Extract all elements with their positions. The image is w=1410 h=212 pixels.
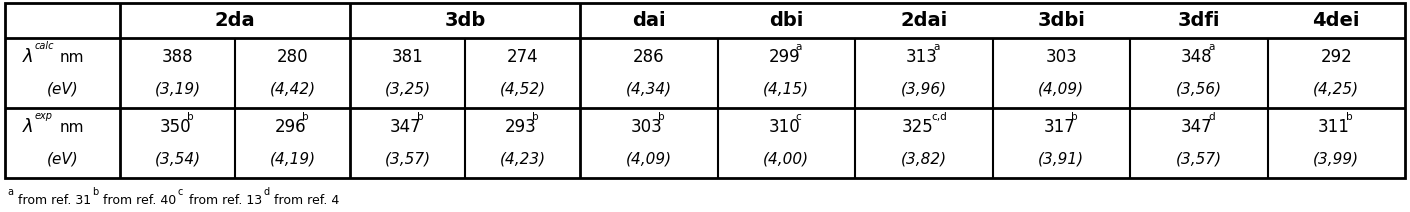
Text: 3db: 3db — [444, 11, 485, 30]
Text: b: b — [93, 187, 99, 197]
Text: (3,91): (3,91) — [1038, 152, 1084, 166]
Text: $\lambda$: $\lambda$ — [23, 48, 34, 66]
Text: 311: 311 — [1318, 118, 1349, 136]
Text: 3dfi: 3dfi — [1177, 11, 1220, 30]
Text: 2dai: 2dai — [900, 11, 948, 30]
Text: nm: nm — [61, 49, 85, 64]
Text: 313: 313 — [905, 48, 938, 66]
Text: 388: 388 — [162, 48, 193, 66]
Text: from ref. 40: from ref. 40 — [99, 194, 180, 206]
Text: 350: 350 — [159, 118, 192, 136]
Text: (eV): (eV) — [47, 152, 79, 166]
Text: calc: calc — [35, 41, 55, 51]
Text: (3,25): (3,25) — [385, 81, 430, 96]
Text: (3,57): (3,57) — [385, 152, 430, 166]
Text: c: c — [795, 112, 801, 122]
Text: a: a — [1208, 42, 1214, 52]
Text: c,d: c,d — [932, 112, 948, 122]
Text: b: b — [1070, 112, 1077, 122]
Text: b: b — [302, 112, 309, 122]
Text: b: b — [658, 112, 666, 122]
Bar — [6, 3, 1404, 178]
Text: 347: 347 — [389, 118, 422, 136]
Text: b: b — [188, 112, 193, 122]
Text: 317: 317 — [1043, 118, 1074, 136]
Text: a: a — [795, 42, 802, 52]
Text: c: c — [178, 187, 183, 197]
Text: (4,25): (4,25) — [1313, 81, 1359, 96]
Text: (3,56): (3,56) — [1176, 81, 1222, 96]
Text: 303: 303 — [1045, 48, 1077, 66]
Text: 2da: 2da — [214, 11, 255, 30]
Text: from ref. 4: from ref. 4 — [271, 194, 340, 206]
Text: (4,34): (4,34) — [626, 81, 671, 96]
Text: a: a — [7, 187, 13, 197]
Text: (4,09): (4,09) — [1038, 81, 1084, 96]
Text: 292: 292 — [1320, 48, 1352, 66]
Text: d: d — [264, 187, 269, 197]
Text: (3,96): (3,96) — [901, 81, 946, 96]
Text: (4,15): (4,15) — [763, 81, 809, 96]
Text: d: d — [1208, 112, 1215, 122]
Text: (3,54): (3,54) — [155, 152, 200, 166]
Text: 4dei: 4dei — [1313, 11, 1361, 30]
Text: 325: 325 — [901, 118, 933, 136]
Text: (4,52): (4,52) — [499, 81, 546, 96]
Text: 286: 286 — [633, 48, 664, 66]
Text: (4,00): (4,00) — [763, 152, 809, 166]
Text: from ref. 31: from ref. 31 — [14, 194, 94, 206]
Text: b: b — [532, 112, 539, 122]
Text: b: b — [1345, 112, 1352, 122]
Text: (4,42): (4,42) — [269, 81, 316, 96]
Text: 381: 381 — [392, 48, 423, 66]
Text: 310: 310 — [768, 118, 799, 136]
Text: (4,19): (4,19) — [269, 152, 316, 166]
Text: (eV): (eV) — [47, 81, 79, 96]
Text: from ref. 13: from ref. 13 — [185, 194, 266, 206]
Text: a: a — [933, 42, 939, 52]
Text: 296: 296 — [275, 118, 306, 136]
Text: 347: 347 — [1180, 118, 1213, 136]
Text: (4,09): (4,09) — [626, 152, 671, 166]
Text: nm: nm — [61, 120, 85, 134]
Text: 299: 299 — [768, 48, 799, 66]
Text: 274: 274 — [506, 48, 539, 66]
Text: 348: 348 — [1180, 48, 1213, 66]
Text: (3,57): (3,57) — [1176, 152, 1222, 166]
Text: $\lambda$: $\lambda$ — [23, 118, 34, 136]
Text: 293: 293 — [505, 118, 536, 136]
Text: dbi: dbi — [768, 11, 804, 30]
Text: dai: dai — [632, 11, 666, 30]
Text: (4,23): (4,23) — [499, 152, 546, 166]
Text: 3dbi: 3dbi — [1038, 11, 1086, 30]
Text: (3,19): (3,19) — [155, 81, 200, 96]
Text: 280: 280 — [276, 48, 309, 66]
Text: (3,99): (3,99) — [1313, 152, 1359, 166]
Text: exp: exp — [35, 111, 54, 121]
Text: b: b — [417, 112, 423, 122]
Text: 303: 303 — [630, 118, 663, 136]
Text: (3,82): (3,82) — [901, 152, 946, 166]
